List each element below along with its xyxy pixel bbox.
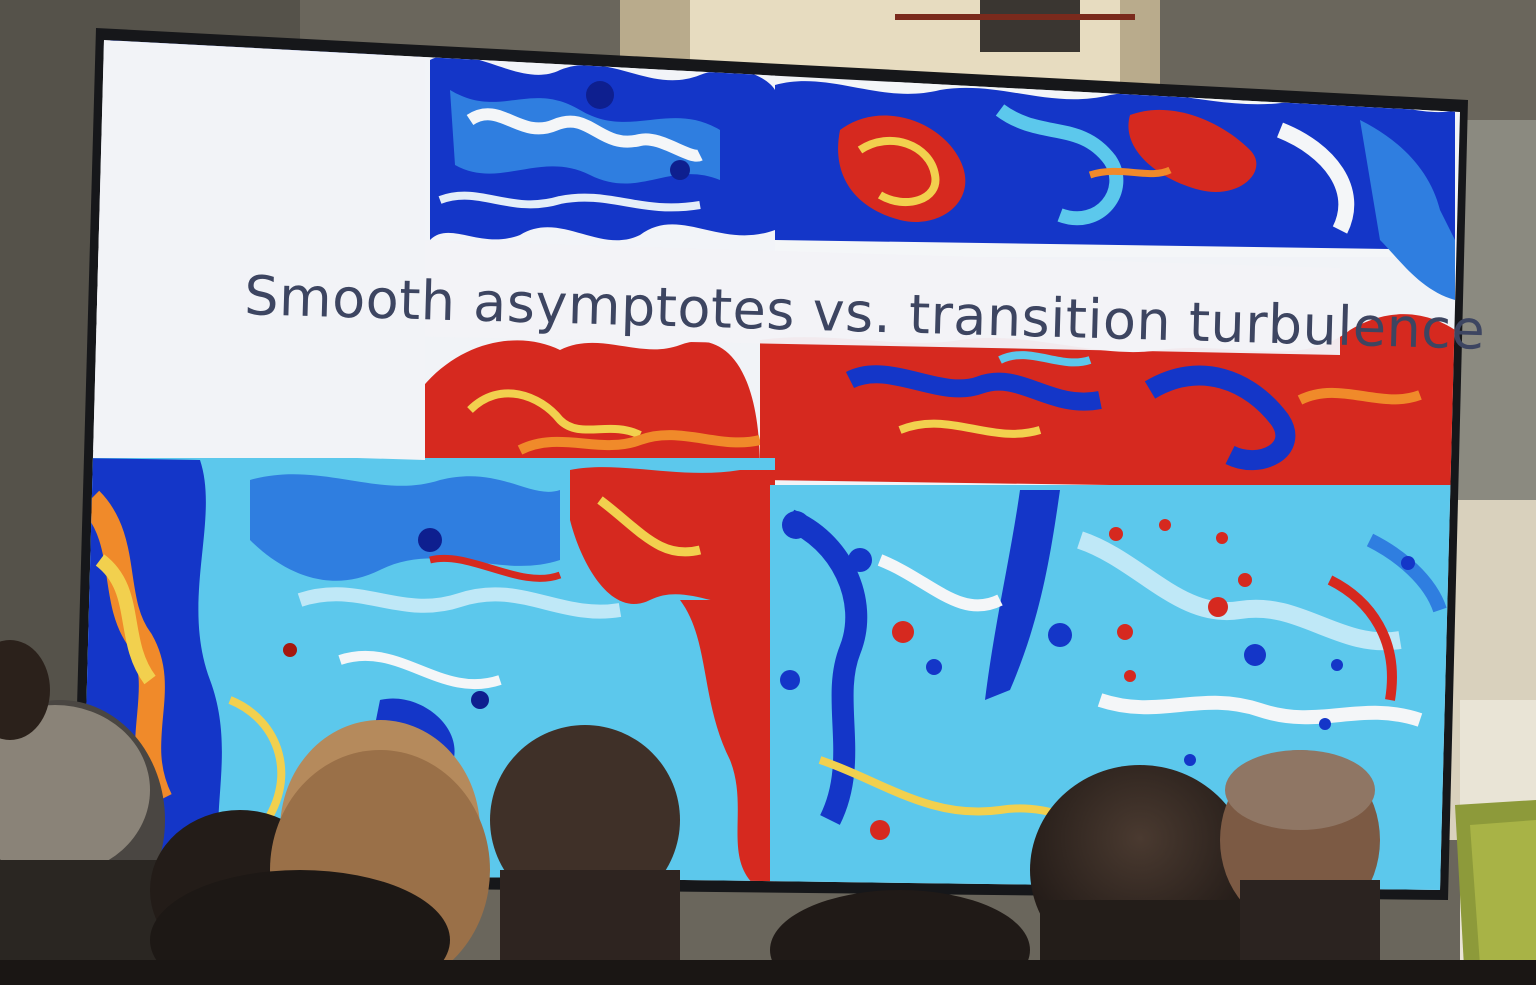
slide-screen xyxy=(82,40,1460,890)
top-right-panel xyxy=(775,81,1455,300)
middle-band xyxy=(420,314,1455,490)
audience xyxy=(0,640,1536,985)
